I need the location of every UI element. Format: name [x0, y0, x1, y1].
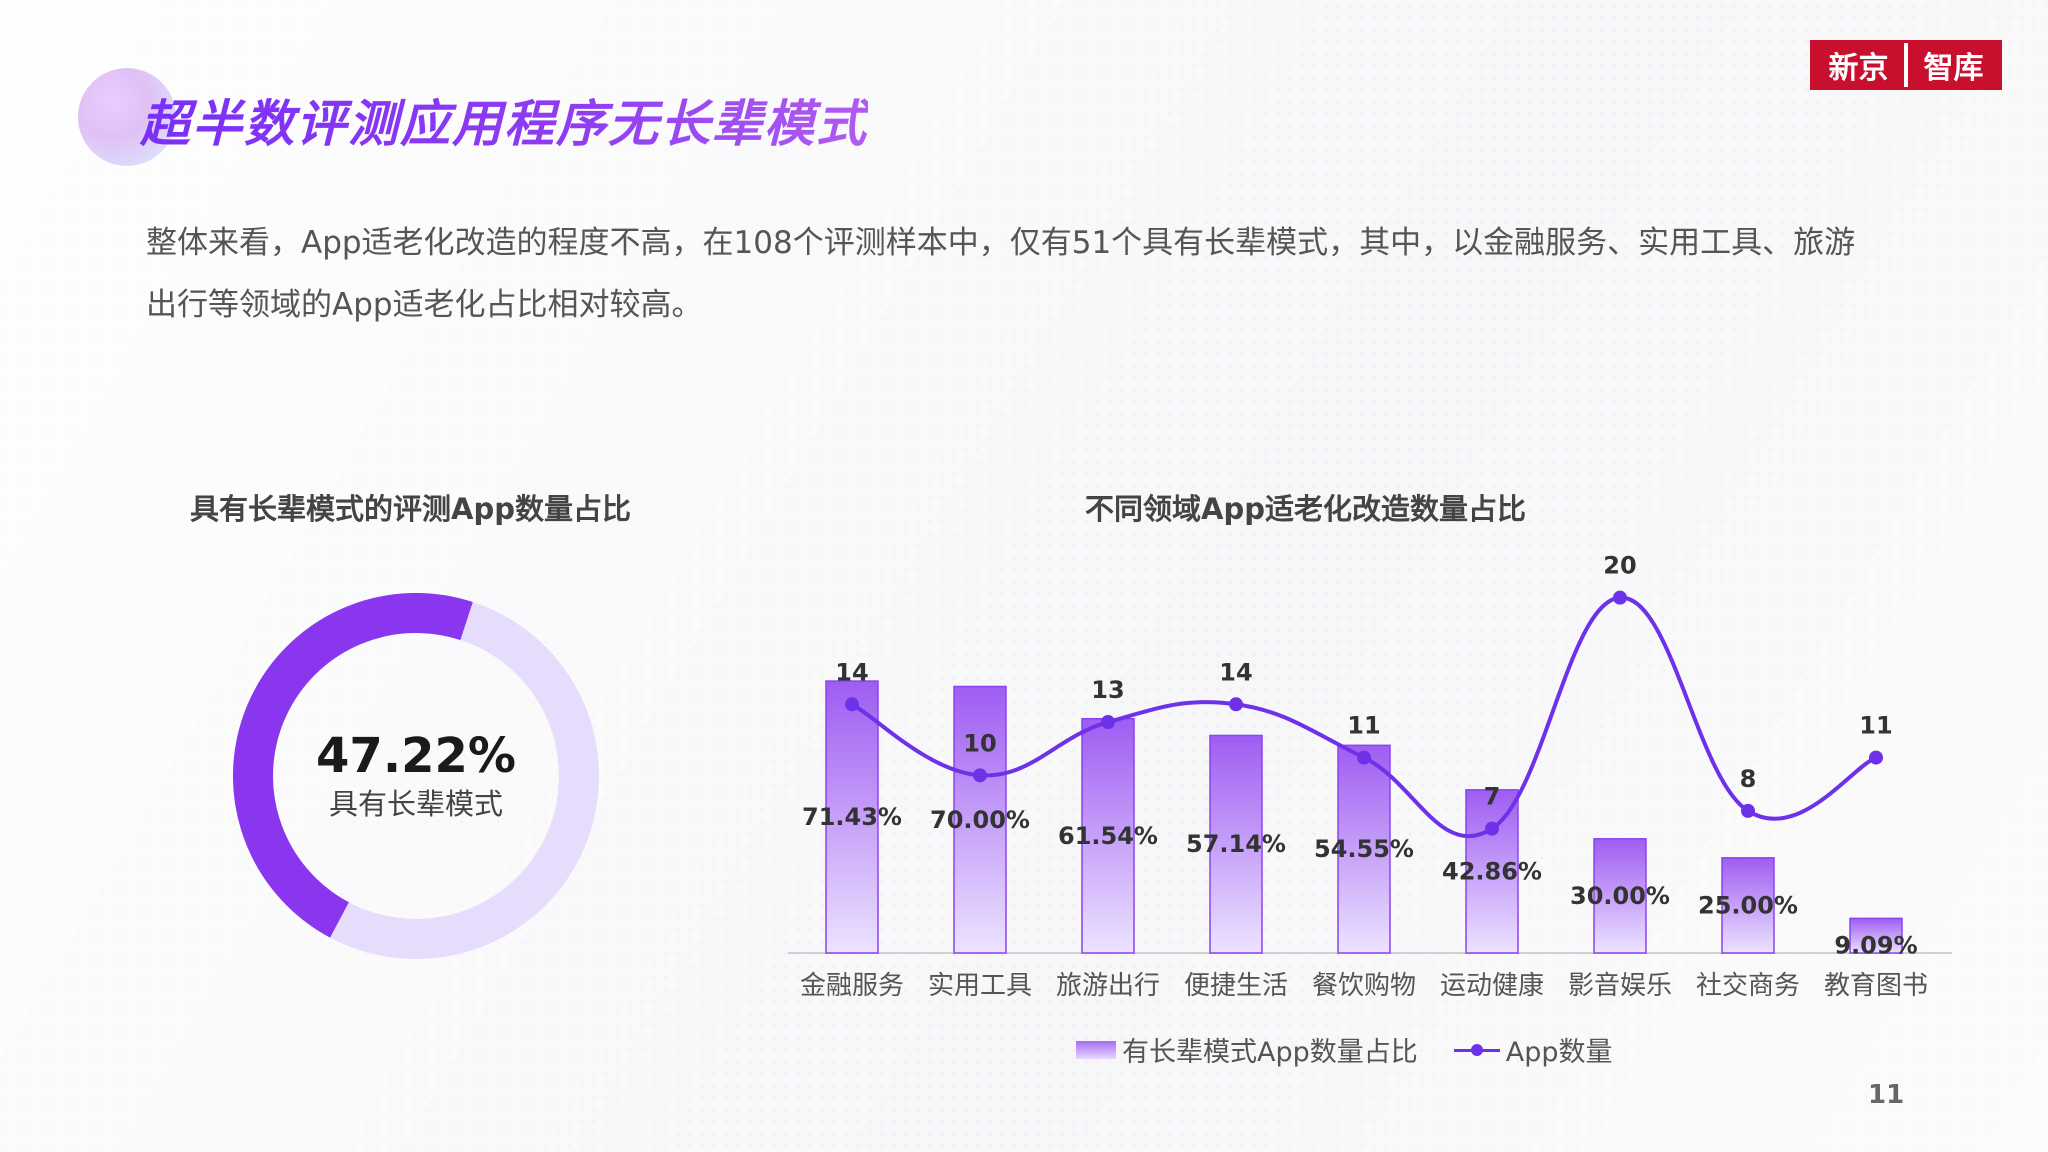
category-label: 教育图书 — [1824, 971, 1928, 1001]
line-value-label: 20 — [1603, 552, 1636, 580]
title-decoration-orb — [78, 68, 176, 166]
category-label: 餐饮购物 — [1312, 971, 1416, 1001]
bar-value-label: 30.00% — [1570, 882, 1670, 910]
category-label: 社交商务 — [1696, 971, 1800, 1001]
bar-5 — [1337, 744, 1391, 954]
donut-center-label: 具有长辈模式 — [328, 787, 503, 821]
bar-9 — [1849, 917, 1903, 954]
line-point-5 — [1357, 750, 1371, 765]
line-value-label: 13 — [1091, 676, 1124, 704]
legend-item-line: App数量 — [1453, 1030, 1613, 1069]
page-title: 超半数评测应用程序无长辈模式 — [140, 84, 868, 156]
app-count-line — [851, 595, 1877, 838]
bar-value-label: 42.86% — [1442, 857, 1542, 885]
legend-bar-swatch — [1076, 1040, 1116, 1059]
bar-value-label: 25.00% — [1698, 891, 1798, 919]
donut-svg — [233, 593, 599, 959]
bar-value-label: 61.54% — [1058, 822, 1158, 850]
line-point-1 — [845, 697, 859, 712]
category-label: 金融服务 — [800, 971, 904, 1001]
legend-bar-label: 有长辈模式App数量占比 — [1122, 1037, 1418, 1068]
line-value-label: 14 — [835, 658, 868, 686]
logo-left-text: 新京 — [1813, 43, 1904, 87]
line-point-6 — [1485, 821, 1499, 836]
donut-center: 47.22% 具有长辈模式 — [233, 593, 599, 959]
bar-value-label: 9.09% — [1834, 932, 1917, 960]
line-value-label: 8 — [1740, 765, 1757, 793]
donut-chart: 47.22% 具有长辈模式 — [233, 593, 599, 959]
donut-chart-title: 具有长辈模式的评测App数量占比 — [190, 492, 631, 526]
donut-center-value: 47.22% — [316, 728, 516, 784]
category-label: 运动健康 — [1440, 971, 1544, 1001]
category-label: 实用工具 — [928, 971, 1032, 1001]
category-label: 影音娱乐 — [1568, 971, 1672, 1001]
line-point-2 — [973, 768, 987, 783]
line-point-9 — [1869, 750, 1883, 765]
bar-1 — [825, 680, 879, 954]
bar-3 — [1081, 717, 1135, 954]
line-point-3 — [1101, 715, 1115, 730]
intro-paragraph: 整体来看，App适老化改造的程度不高，在108个评测样本中，仅有51个具有长辈模… — [146, 225, 1856, 323]
bar-6 — [1465, 789, 1519, 954]
logo-right-text: 智库 — [1908, 43, 1999, 87]
line-value-label: 14 — [1219, 658, 1252, 686]
line-value-label: 10 — [963, 729, 996, 757]
bar-value-label: 71.43% — [802, 803, 902, 831]
line-value-label: 11 — [1347, 712, 1380, 740]
line-value-label: 11 — [1859, 712, 1892, 740]
brand-logo: 新京 智库 — [1810, 40, 2002, 90]
combo-chart-title: 不同领域App适老化改造数量占比 — [1085, 492, 1526, 526]
chart-legend: 有长辈模式App数量占比 App数量 — [1076, 1030, 1613, 1069]
bar-value-label: 70.00% — [930, 806, 1030, 834]
legend-line-label: App数量 — [1505, 1037, 1613, 1068]
line-point-4 — [1229, 697, 1243, 712]
legend-item-bar: 有长辈模式App数量占比 — [1076, 1030, 1418, 1069]
bar-2 — [953, 685, 1007, 954]
category-label: 旅游出行 — [1056, 971, 1160, 1001]
bar-value-label: 57.14% — [1186, 830, 1286, 858]
line-point-8 — [1741, 803, 1755, 818]
bar-4 — [1209, 734, 1263, 954]
bar-8 — [1721, 857, 1775, 954]
bar-7 — [1593, 838, 1647, 954]
page-number: 11 — [1868, 1080, 1905, 1110]
line-value-label: 7 — [1484, 783, 1501, 811]
category-label: 便捷生活 — [1184, 971, 1288, 1001]
legend-line-swatch — [1453, 1040, 1500, 1060]
bar-value-label: 54.55% — [1314, 835, 1414, 863]
line-point-7 — [1613, 590, 1627, 605]
